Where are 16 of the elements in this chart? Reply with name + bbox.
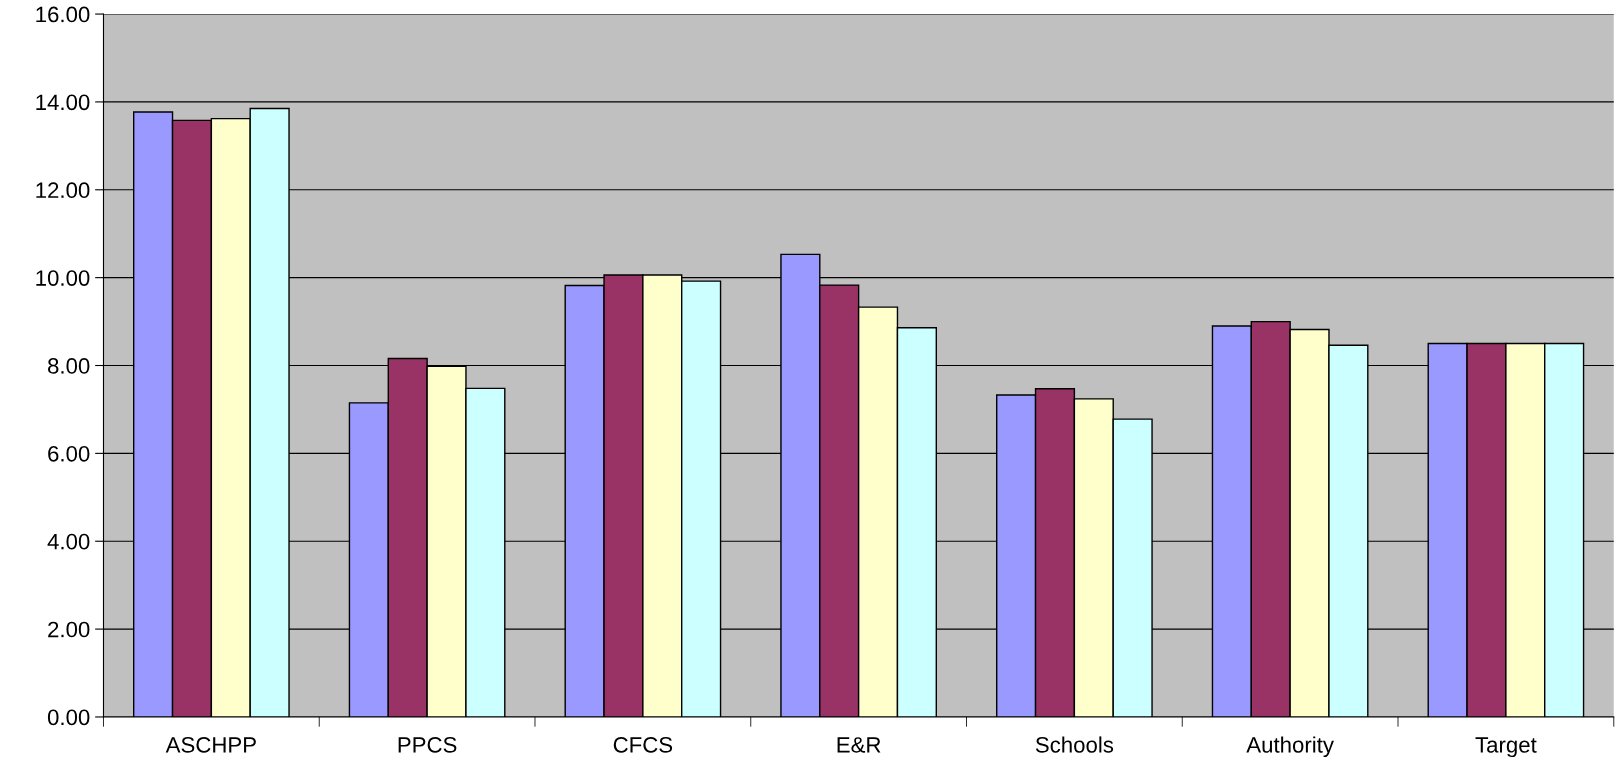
y-tick-label: 10.00 xyxy=(36,270,90,286)
y-tick-label: 6.00 xyxy=(48,445,90,462)
x-tick-label: Authority xyxy=(1246,736,1334,758)
y-tick-label: 0.00 xyxy=(47,709,90,726)
x-tick-label: ASCHPP xyxy=(165,736,256,753)
x-tick-label: CFCS xyxy=(613,736,673,753)
y-tick-label: 2.00 xyxy=(48,621,90,638)
y-tick-label: 16.00 xyxy=(36,6,90,23)
y-tick-label: 14.00 xyxy=(36,94,90,111)
y-tick-label: 8.00 xyxy=(48,358,90,374)
y-tick-label: 4.00 xyxy=(47,533,90,550)
y-tick-label: 12.00 xyxy=(36,182,90,199)
x-tick-label: Target xyxy=(1475,737,1537,758)
x-tick-label: PPCS xyxy=(398,736,457,753)
x-tick-label: E&R xyxy=(837,737,881,753)
x-tick-label: Schools xyxy=(1035,736,1114,753)
